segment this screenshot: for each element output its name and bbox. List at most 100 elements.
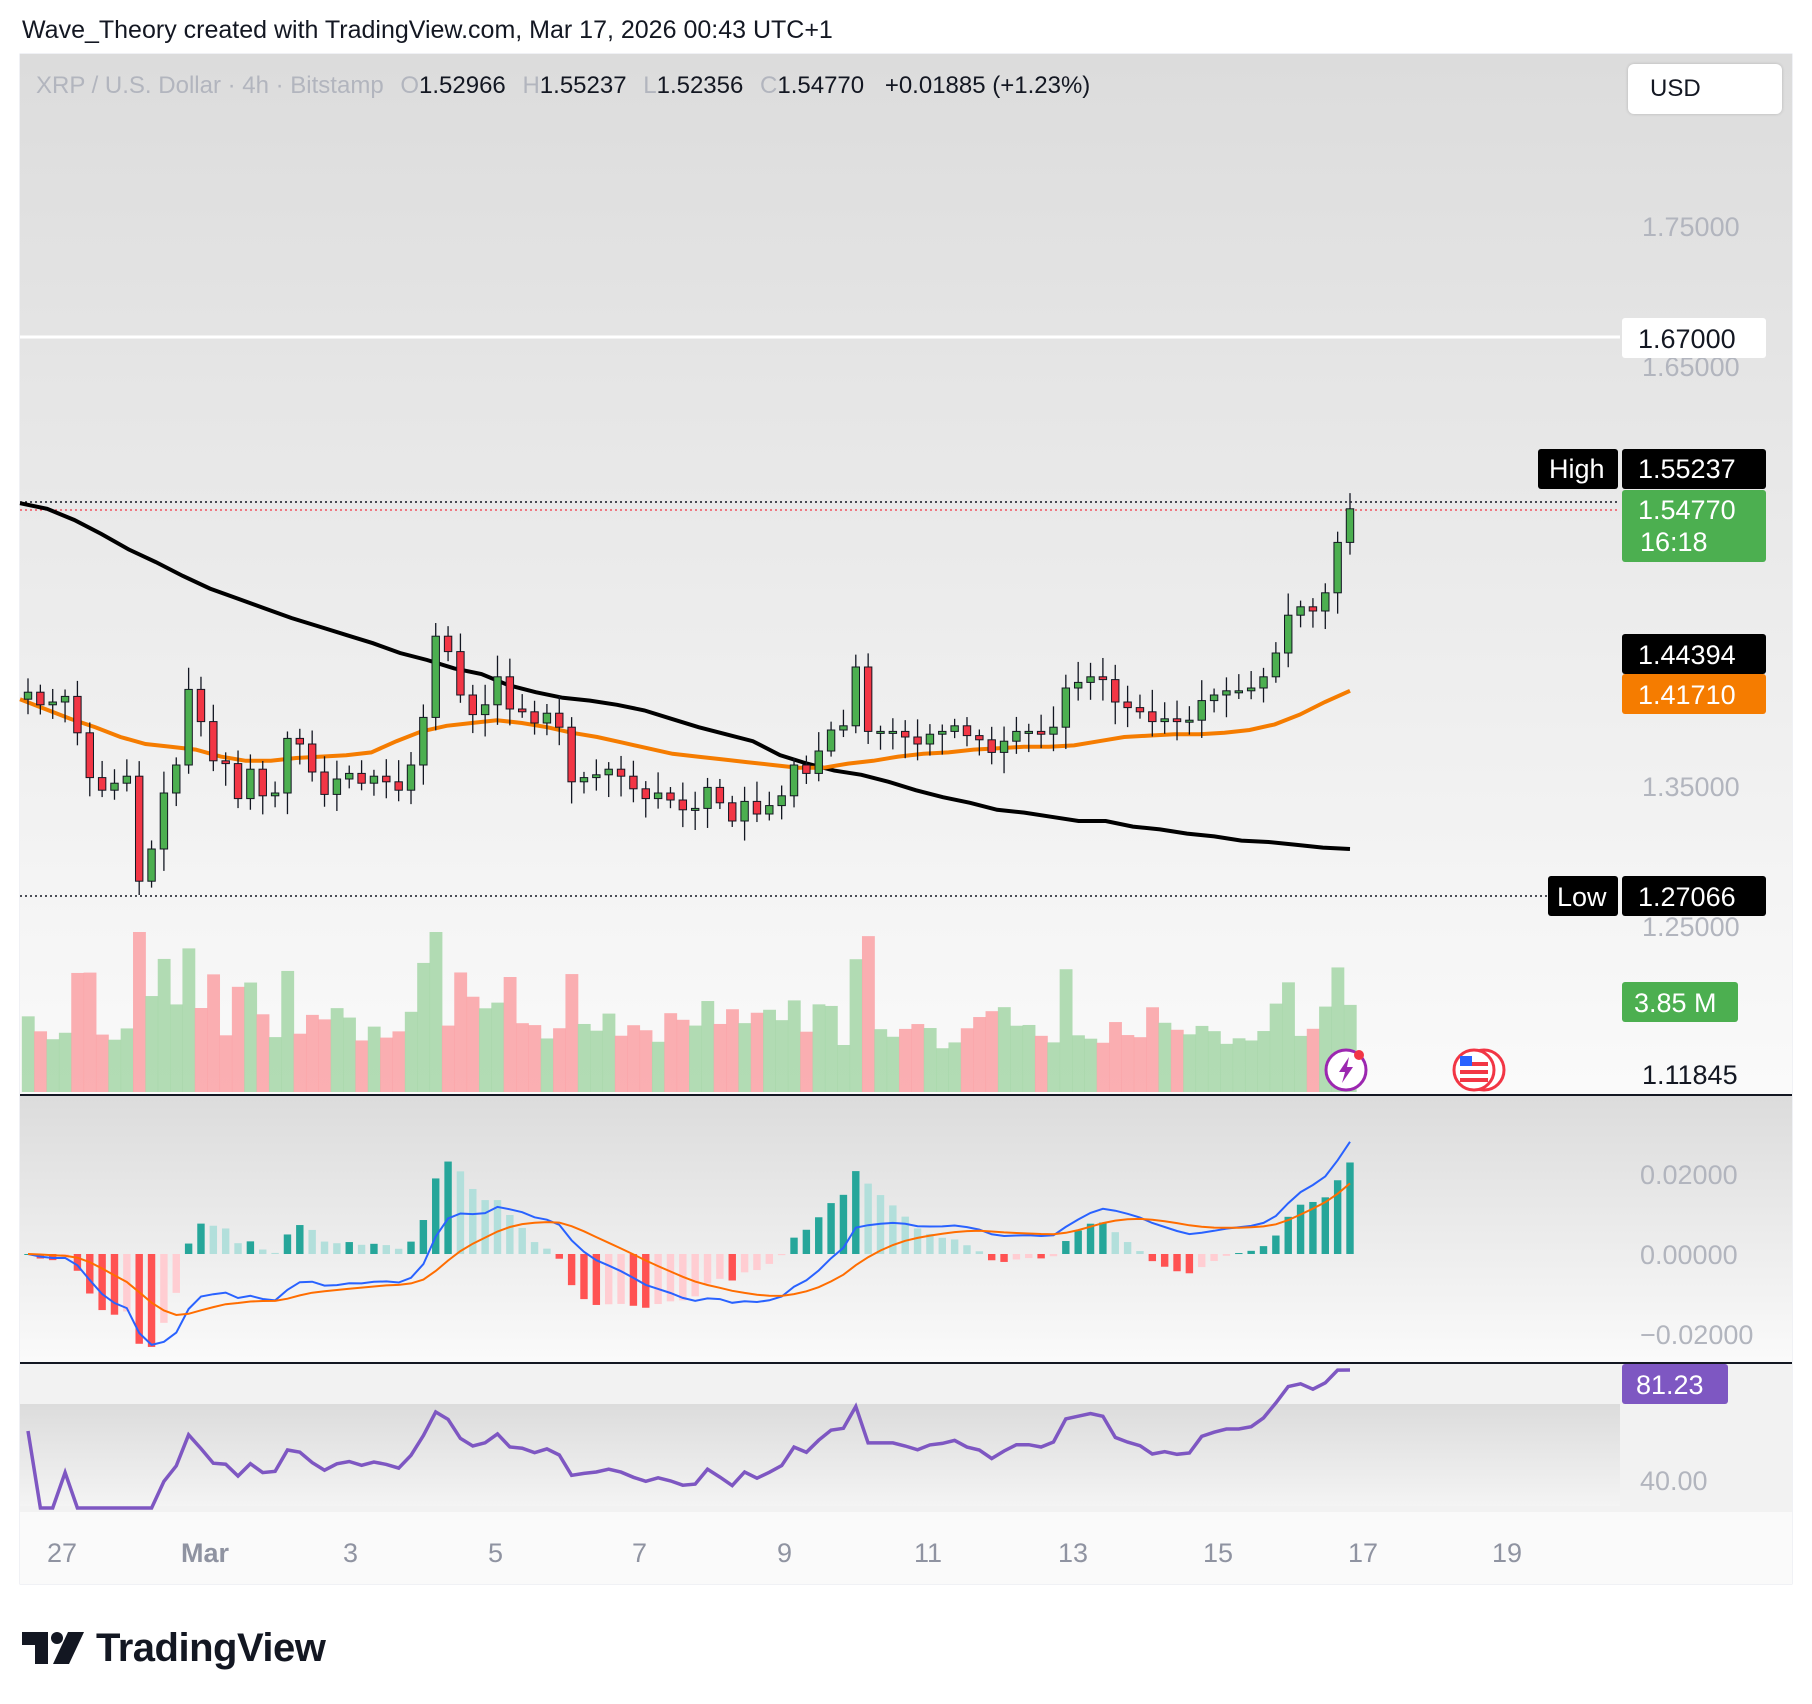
time-tick-8: 13 bbox=[1058, 1538, 1088, 1568]
macd-histogram-bar bbox=[86, 1254, 94, 1294]
macd-histogram-bar bbox=[740, 1254, 749, 1273]
candle-body bbox=[1012, 730, 1021, 742]
volume-bar bbox=[1220, 1043, 1234, 1092]
macd-histogram-bar bbox=[444, 1161, 452, 1254]
ma-fast-tag: 1.41710 bbox=[1638, 680, 1736, 710]
macd-histogram-bar bbox=[691, 1254, 699, 1297]
volume-bar bbox=[713, 1023, 727, 1092]
candle-body bbox=[1024, 730, 1033, 734]
macd-histogram-bar bbox=[172, 1254, 180, 1293]
macd-histogram-bar bbox=[209, 1225, 218, 1254]
candle-body bbox=[1222, 690, 1231, 696]
candle-body bbox=[1123, 701, 1132, 709]
low-tag-value: 1.27066 bbox=[1638, 882, 1736, 912]
macd-histogram-bar bbox=[432, 1178, 440, 1254]
low-value: 1.52356 bbox=[656, 72, 744, 99]
volume-bar bbox=[861, 936, 875, 1092]
candle-body bbox=[777, 795, 786, 807]
volume-bar bbox=[577, 1023, 591, 1092]
candle-body bbox=[505, 676, 515, 710]
candle-body bbox=[246, 768, 255, 800]
volume-bar bbox=[46, 1039, 60, 1092]
volume-bar bbox=[627, 1025, 641, 1092]
volume-bar bbox=[83, 972, 97, 1092]
macd-histogram-bar bbox=[1000, 1254, 1008, 1262]
candle-body bbox=[592, 774, 601, 779]
high-value: 1.55237 bbox=[539, 72, 627, 99]
candle-body bbox=[641, 788, 650, 800]
tradingview-logo-icon bbox=[22, 1632, 84, 1664]
volume-bar bbox=[380, 1037, 393, 1092]
volume-bar bbox=[268, 1037, 282, 1092]
macd-histogram-bar bbox=[197, 1223, 205, 1254]
volume-bar bbox=[800, 1031, 814, 1092]
volume-bar bbox=[936, 1048, 949, 1092]
candle-body bbox=[1197, 700, 1206, 721]
high-tag-label-bg bbox=[1538, 449, 1618, 489]
low-tag-label: Low bbox=[1557, 882, 1607, 912]
candle-body bbox=[345, 772, 354, 780]
candle-body bbox=[814, 750, 823, 774]
macd-histogram-bar bbox=[1210, 1254, 1218, 1261]
candle-body bbox=[134, 775, 144, 882]
last-price-countdown: 16:18 bbox=[1640, 527, 1708, 557]
macd-histogram-bar bbox=[506, 1215, 514, 1254]
high-tag-label: High bbox=[1549, 454, 1605, 484]
macd-histogram-bar bbox=[1309, 1201, 1317, 1254]
symbol-title[interactable]: XRP / U.S. Dollar · 4h · Bitstamp bbox=[36, 72, 384, 99]
brand[interactable]: TradingView bbox=[22, 1620, 326, 1676]
volume-bar bbox=[108, 1039, 122, 1092]
macd-histogram-bar bbox=[333, 1243, 341, 1254]
flash-news-icon[interactable] bbox=[1324, 1048, 1368, 1092]
candle-body bbox=[913, 736, 922, 745]
candle-body bbox=[765, 805, 774, 815]
candle-body bbox=[752, 800, 762, 815]
rsi-line bbox=[26, 1368, 1351, 1510]
macd-histogram-bar bbox=[1062, 1241, 1070, 1254]
macd-histogram-bar bbox=[184, 1243, 193, 1254]
macd-histogram-bar bbox=[1346, 1162, 1354, 1254]
volume-bar bbox=[540, 1038, 554, 1092]
volume-bar bbox=[120, 1028, 134, 1092]
macd-histogram-bar bbox=[765, 1254, 774, 1264]
volume-bar bbox=[1072, 1035, 1085, 1092]
macd-histogram-bar bbox=[1160, 1254, 1169, 1267]
candle-body bbox=[1049, 726, 1058, 735]
time-tick-9: 15 bbox=[1203, 1538, 1233, 1568]
candle-body bbox=[901, 730, 910, 738]
candle-body bbox=[97, 777, 107, 791]
volume-bar bbox=[726, 1009, 739, 1092]
currency-button[interactable]: USD bbox=[1628, 64, 1782, 114]
macd-histogram-bar bbox=[1284, 1216, 1292, 1254]
candle-body bbox=[270, 792, 280, 797]
candle-body bbox=[147, 848, 156, 882]
candle-body bbox=[307, 743, 317, 773]
candle-body bbox=[1308, 606, 1318, 612]
volume-bar bbox=[1244, 1040, 1258, 1092]
horizontal-level-tag: 1.67000 bbox=[1638, 324, 1736, 354]
volume-bar bbox=[664, 1013, 678, 1092]
open-key: O bbox=[400, 72, 420, 99]
volume-bar bbox=[293, 1033, 307, 1092]
price-tick-5: 1.11845 bbox=[1642, 1060, 1738, 1090]
macd-histogram-bar bbox=[481, 1200, 489, 1254]
macd-histogram-bar bbox=[320, 1241, 329, 1254]
candle-body bbox=[1073, 681, 1083, 689]
macd-histogram-bar bbox=[110, 1254, 119, 1315]
time-tick-1: 27 bbox=[47, 1538, 77, 1568]
candle-body bbox=[925, 733, 935, 745]
us-flag-icon[interactable] bbox=[1452, 1048, 1506, 1092]
candle-body bbox=[1296, 606, 1305, 616]
volume-bar bbox=[1269, 1003, 1283, 1092]
macd-histogram-bar bbox=[703, 1254, 712, 1284]
candle-body bbox=[517, 708, 527, 713]
time-tick-5: 7 bbox=[632, 1538, 647, 1568]
close-key: C bbox=[760, 72, 778, 99]
low-key: L bbox=[643, 72, 657, 99]
candle-body bbox=[1135, 707, 1145, 713]
candle-body bbox=[122, 775, 132, 784]
volume-bar bbox=[1232, 1038, 1246, 1092]
volume-bar bbox=[355, 1040, 369, 1092]
volume-bar bbox=[1121, 1035, 1135, 1092]
